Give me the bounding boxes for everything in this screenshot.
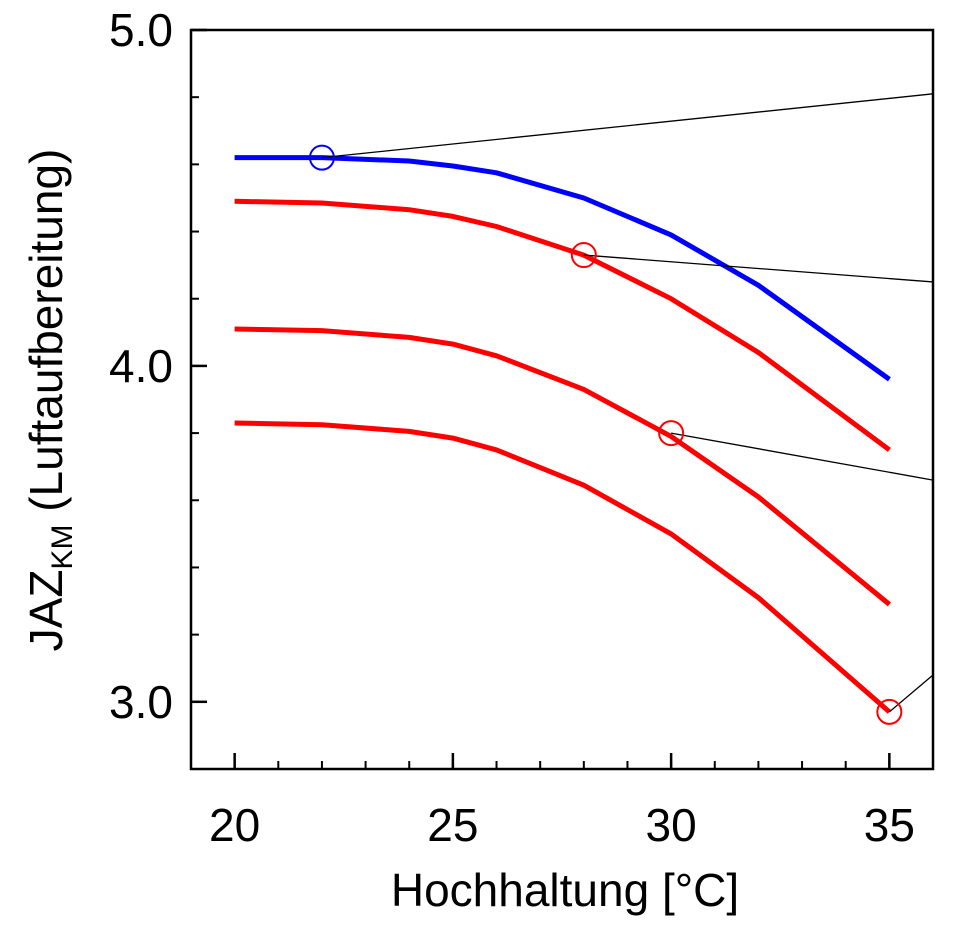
series-line-1 xyxy=(234,155,891,382)
annotation-marker xyxy=(570,242,597,269)
y-axis-title-main: JAZ xyxy=(20,570,72,652)
annotation-marker xyxy=(876,698,903,725)
series-line-3 xyxy=(234,326,891,607)
x-tick-label: 20 xyxy=(209,799,260,851)
annotation-leader-line xyxy=(888,674,934,713)
series-line-2 xyxy=(234,198,891,452)
y-tick-label: 3.0 xyxy=(109,676,173,728)
x-tick-label: 35 xyxy=(864,799,915,851)
y-axis-title-subscript: KM xyxy=(46,525,79,570)
x-tick-label: 30 xyxy=(646,799,697,851)
series-line-4 xyxy=(234,420,892,714)
annotation-leader-line xyxy=(321,93,934,159)
axis-labels: Hochhaltung [°C] JAZKM (Luftaufbereitung… xyxy=(20,149,739,916)
annotation-marker xyxy=(308,144,335,171)
annotation-leader-line xyxy=(583,254,934,283)
axes: 20 25 30 35 3.0 4.0 5.0 xyxy=(109,4,935,851)
series-lines xyxy=(234,155,892,714)
annotation-marker xyxy=(658,420,685,447)
plot-frame xyxy=(189,28,935,771)
y-tick-label: 5.0 xyxy=(109,4,173,56)
y-tick-label: 4.0 xyxy=(109,340,173,392)
x-axis-title: Hochhaltung [°C] xyxy=(391,864,739,916)
annotation-leader-line xyxy=(671,432,934,481)
y-axis-title-suffix: (Luftaufbereitung) xyxy=(20,149,72,525)
annotations xyxy=(308,93,934,725)
x-tick-label: 25 xyxy=(427,799,478,851)
y-axis-title: JAZKM (Luftaufbereitung) xyxy=(20,149,79,652)
